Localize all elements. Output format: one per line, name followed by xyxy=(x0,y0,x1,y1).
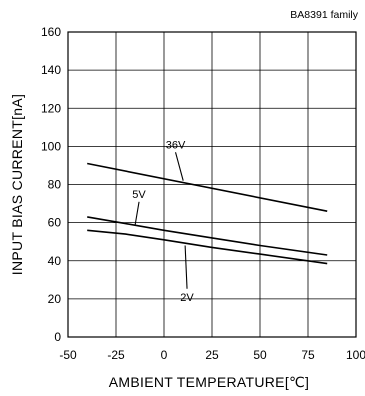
y-tick-label: 40 xyxy=(48,254,62,268)
series-line-36V xyxy=(87,162,328,212)
x-axis-title: AMBIENT TEMPERATURE[℃] xyxy=(109,374,309,390)
leader-line-36V xyxy=(174,152,184,181)
y-tick-label: 80 xyxy=(48,178,62,192)
leader-line-2V xyxy=(184,245,188,289)
y-axis-title: INPUT BIAS CURRENT[nA] xyxy=(9,94,25,275)
series-label-2V: 2V xyxy=(180,292,194,304)
series-line-5V xyxy=(87,216,328,256)
grid xyxy=(68,32,356,337)
x-tick-label: -25 xyxy=(107,348,125,362)
y-tick-label: 0 xyxy=(54,330,61,344)
leader-line-5V xyxy=(134,201,140,225)
y-tick-labels: 0 20 40 60 80 100 120 140 160 xyxy=(41,25,61,344)
series-label-5V: 5V xyxy=(132,189,146,201)
x-tick-label: -50 xyxy=(59,348,77,362)
x-tick-label: 0 xyxy=(161,348,168,362)
y-tick-label: 120 xyxy=(41,101,61,115)
corner-note: BA8391 family xyxy=(290,9,358,21)
x-tick-label: 75 xyxy=(301,348,315,362)
x-tick-label: 100 xyxy=(346,348,365,362)
y-tick-label: 20 xyxy=(48,292,62,306)
plot-frame xyxy=(67,31,357,338)
series-label-36V: 36V xyxy=(166,139,186,151)
y-tick-label: 140 xyxy=(41,63,61,77)
series-labels: 36V 5V 2V xyxy=(132,139,194,304)
y-tick-label: 100 xyxy=(41,139,61,153)
y-tick-label: 160 xyxy=(41,25,61,39)
series-line-2V xyxy=(87,229,328,265)
x-tick-label: 50 xyxy=(253,348,267,362)
y-tick-label: 60 xyxy=(48,216,62,230)
x-tick-label: 25 xyxy=(205,348,219,362)
x-tick-labels: -50 -25 0 25 50 75 100 xyxy=(59,348,365,362)
series-lines xyxy=(87,162,328,265)
